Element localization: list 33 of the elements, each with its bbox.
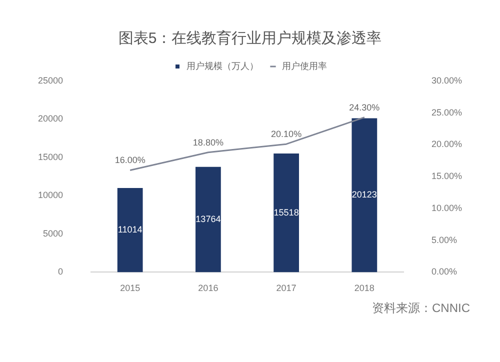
data-label: 20.10%	[271, 129, 302, 140]
y2-tick-label: 25.00%	[431, 107, 462, 118]
data-label: 18.80%	[192, 137, 224, 148]
data-label: 20123	[352, 190, 377, 200]
y2-tick-label: 10.00%	[431, 202, 462, 213]
data-label: 16.00%	[114, 155, 146, 166]
y-tick-label: 10000	[38, 190, 64, 200]
y2-tick-label: 20.00%	[431, 139, 462, 150]
y2-tick-label: 0.00%	[431, 266, 458, 277]
bar	[274, 154, 299, 272]
x-tick-label: 2016	[198, 283, 218, 294]
y-tick-label: 5000	[42, 228, 64, 238]
x-tick-label: 2015	[120, 283, 140, 294]
y2-tick-label: 5.00%	[431, 234, 458, 245]
y-tick-label: 15000	[38, 152, 64, 162]
chart-title: 图表5：在线教育行业用户规模及渗透率	[118, 30, 382, 48]
bar	[117, 188, 143, 272]
data-label: 13764	[196, 214, 221, 224]
y-tick-label: 0	[58, 266, 64, 277]
y2-tick-label: 30.00%	[431, 75, 462, 86]
text: 资料来源：CNNIC	[372, 301, 470, 315]
legend-label: 用户使用率	[282, 60, 327, 71]
data-label: 11014	[118, 224, 142, 235]
x-tick-label: 2017	[276, 283, 296, 294]
data-label: 24.30%	[349, 102, 380, 112]
bar	[352, 118, 378, 272]
y-tick-label: 20000	[38, 114, 64, 124]
y-tick-label: 25000	[38, 75, 64, 86]
data-label: 15518	[274, 207, 299, 218]
x-tick-label: 2018	[354, 283, 374, 294]
bar	[196, 166, 221, 272]
legend-label: 用户规模（万人）	[186, 60, 258, 71]
y2-tick-label: 15.00%	[431, 171, 462, 182]
